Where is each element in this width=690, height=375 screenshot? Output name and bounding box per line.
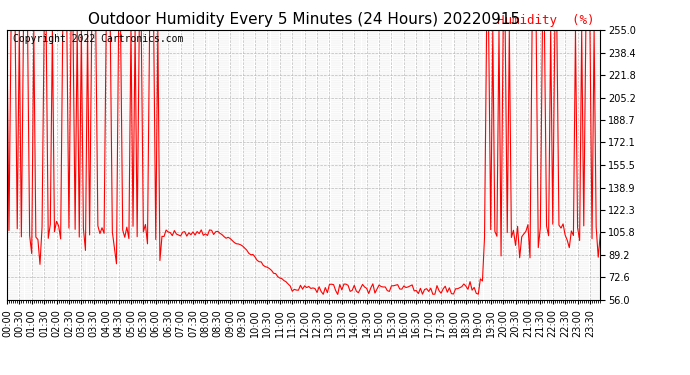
Text: Copyright 2022 Cartronics.com: Copyright 2022 Cartronics.com (13, 34, 184, 44)
Text: Humidity  (%): Humidity (%) (497, 14, 594, 27)
Title: Outdoor Humidity Every 5 Minutes (24 Hours) 20220915: Outdoor Humidity Every 5 Minutes (24 Hou… (88, 12, 520, 27)
